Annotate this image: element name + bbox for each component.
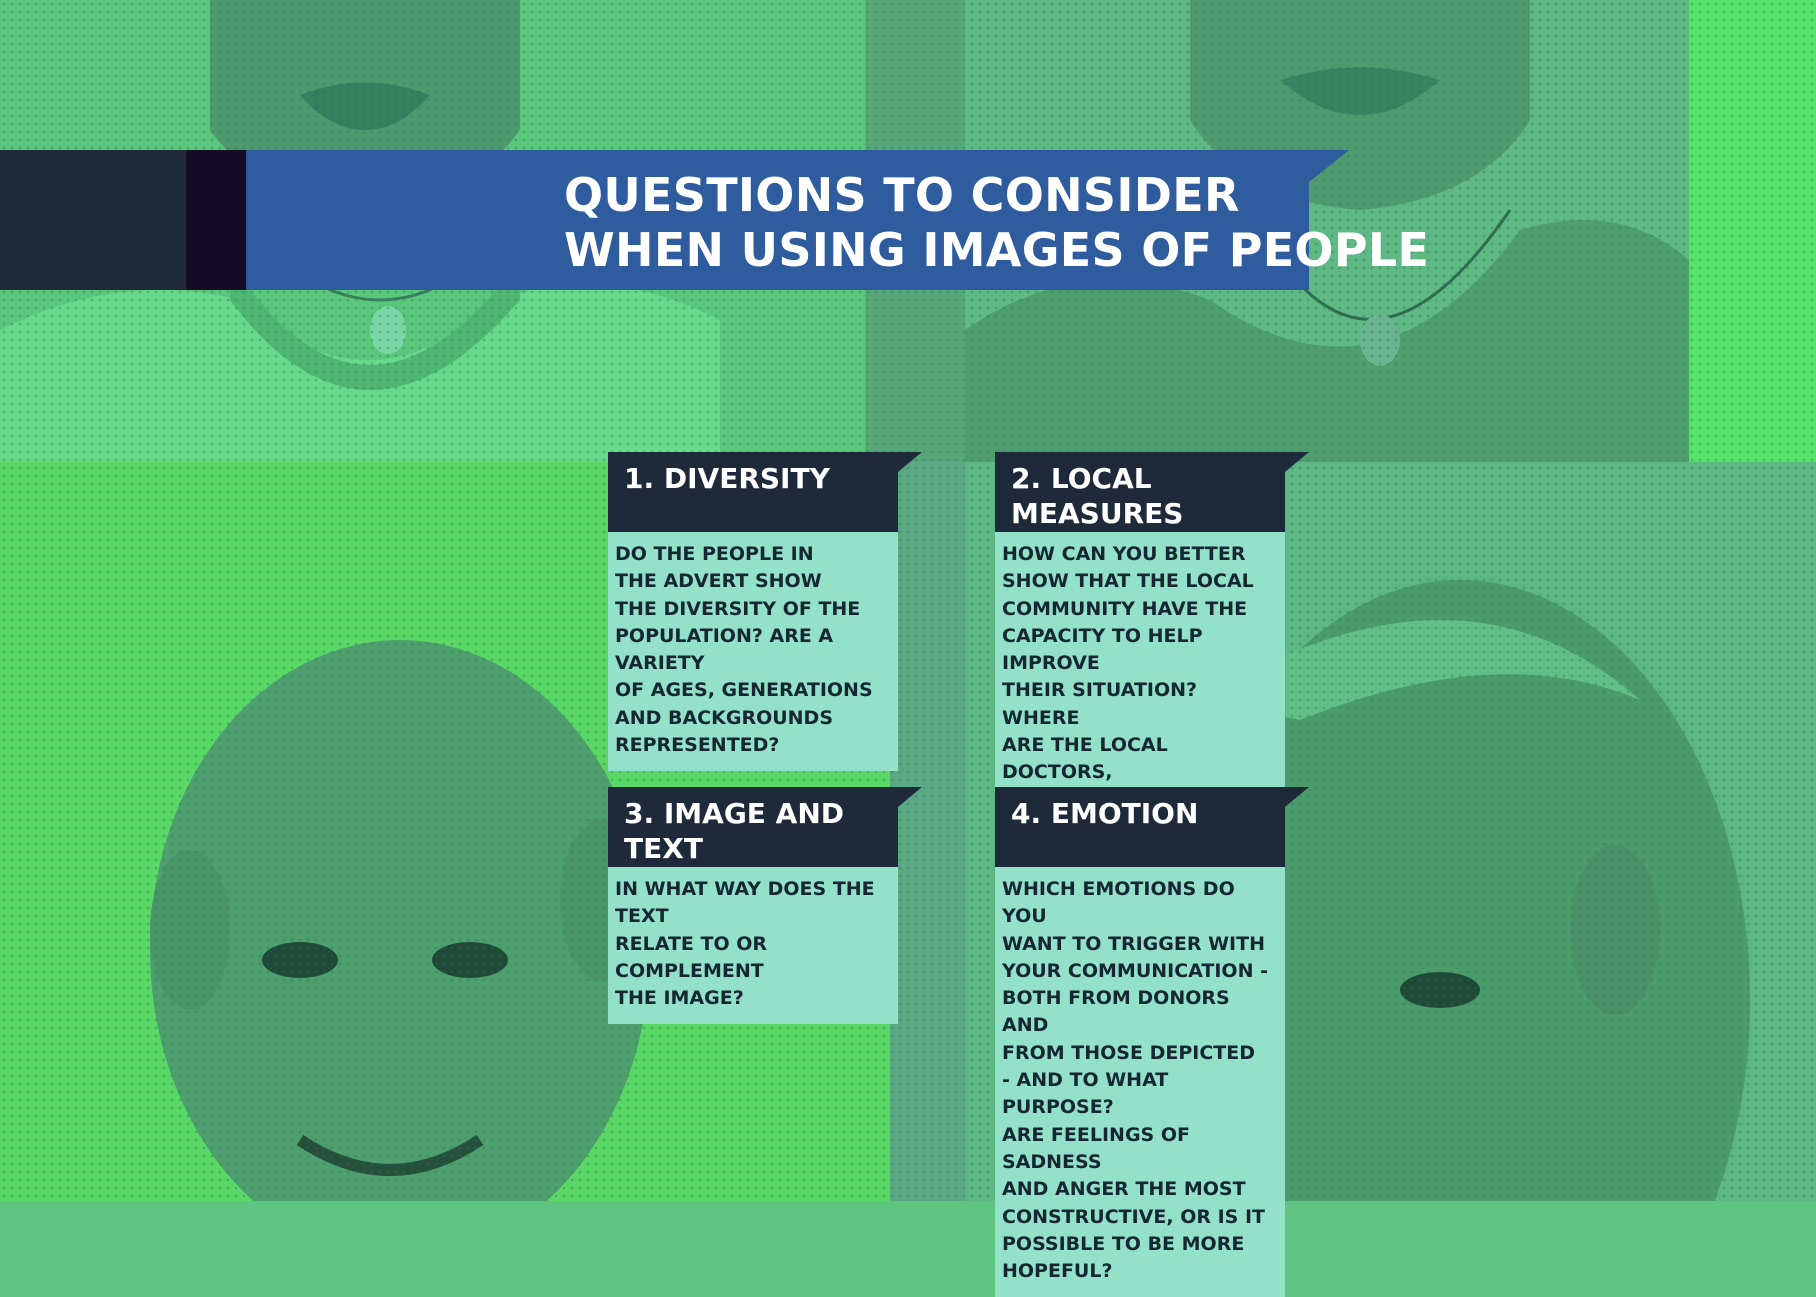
card-body: WHICH EMOTIONS DO YOU WANT TO TRIGGER WI…	[995, 867, 1285, 1297]
banner-blue-block	[246, 150, 1309, 290]
page-title: QUESTIONS TO CONSIDER WHEN USING IMAGES …	[564, 168, 1430, 278]
question-card-emotion: 4. EMOTION WHICH EMOTIONS DO YOU WANT TO…	[995, 787, 1309, 1297]
card-title: 3. IMAGE AND TEXT	[624, 797, 845, 865]
banner-dark-block	[0, 150, 186, 290]
banner-flag-corner	[1309, 150, 1349, 182]
card-header: 3. IMAGE AND TEXT	[608, 787, 922, 867]
card-flag-corner	[1285, 452, 1309, 472]
card-flag-corner	[1285, 787, 1309, 807]
card-header: 2. LOCAL MEASURES	[995, 452, 1309, 532]
card-title: 4. EMOTION	[1011, 797, 1199, 830]
card-title: 2. LOCAL MEASURES	[1011, 462, 1184, 530]
halftone-portrait-collage	[0, 0, 1816, 1201]
question-card-diversity: 1. DIVERSITY DO THE PEOPLE IN THE ADVERT…	[608, 452, 922, 772]
card-body: IN WHAT WAY DOES THE TEXT RELATE TO OR C…	[608, 867, 898, 1025]
card-header: 4. EMOTION	[995, 787, 1309, 867]
card-header: 1. DIVERSITY	[608, 452, 922, 532]
card-body: DO THE PEOPLE IN THE ADVERT SHOW THE DIV…	[608, 532, 898, 772]
card-flag-corner	[898, 787, 922, 807]
banner-ink-block	[186, 150, 246, 290]
page-title-line-2: WHEN USING IMAGES OF PEOPLE	[564, 223, 1430, 277]
question-card-image-and-text: 3. IMAGE AND TEXT IN WHAT WAY DOES THE T…	[608, 787, 922, 1025]
card-title: 1. DIVERSITY	[624, 462, 830, 495]
page-title-line-1: QUESTIONS TO CONSIDER	[564, 168, 1240, 222]
card-flag-corner	[898, 452, 922, 472]
